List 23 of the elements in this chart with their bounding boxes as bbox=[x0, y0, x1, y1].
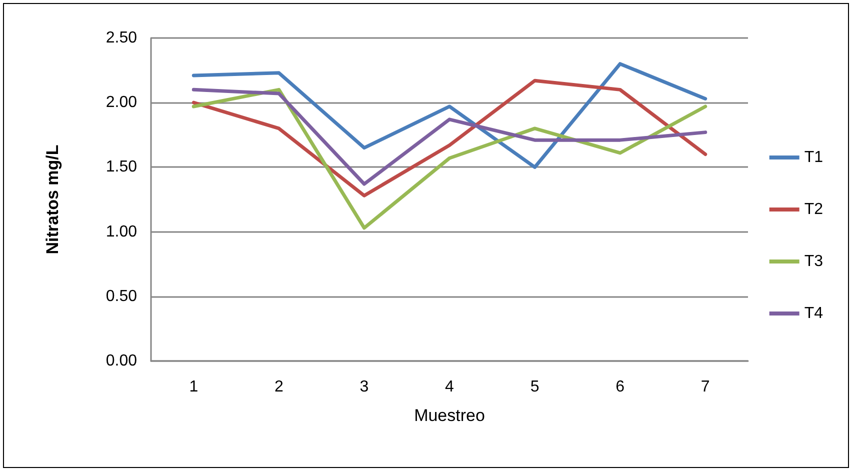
legend-label: T2 bbox=[804, 201, 824, 218]
y-tick-label: 1.00 bbox=[106, 223, 138, 240]
x-tick-label: 3 bbox=[360, 378, 369, 396]
y-tick-label: 2.00 bbox=[106, 94, 138, 112]
line-series bbox=[192, 88, 708, 230]
x-tick-label: 6 bbox=[616, 378, 625, 396]
y-axis-title: Nitratos mg/L bbox=[43, 144, 62, 254]
y-tick-label: 2.50 bbox=[106, 30, 138, 46]
x-tick-label: 7 bbox=[700, 378, 710, 396]
y-tick-label: 0.50 bbox=[106, 288, 138, 305]
y-tick-label: 0.00 bbox=[106, 352, 138, 370]
x-tick-label: 1 bbox=[189, 378, 198, 396]
line-series bbox=[192, 62, 708, 169]
line-series bbox=[192, 78, 708, 198]
legend-label: T4 bbox=[804, 305, 824, 322]
legend-label: T3 bbox=[804, 253, 824, 270]
x-axis-title: Muestreo bbox=[414, 406, 485, 425]
x-tick-label: 4 bbox=[445, 378, 454, 396]
y-tick-label: 1.50 bbox=[106, 158, 138, 176]
legend-label: T1 bbox=[804, 149, 824, 166]
x-tick-label: 5 bbox=[530, 378, 540, 396]
line-series bbox=[192, 88, 708, 186]
x-tick-label: 2 bbox=[274, 378, 284, 396]
